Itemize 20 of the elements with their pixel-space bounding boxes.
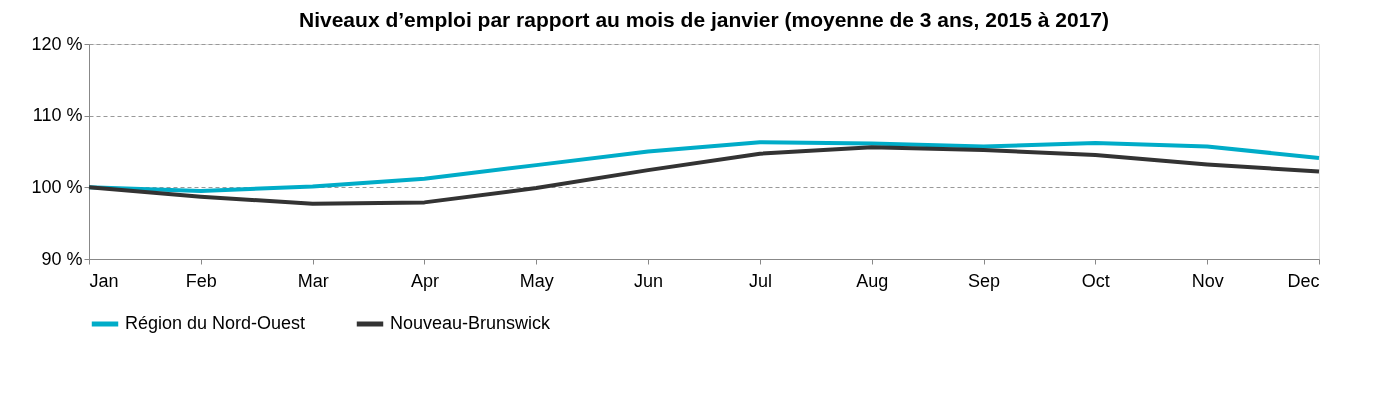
legend-label: Nouveau-Brunswick [390,313,552,333]
x-tick-label: Jun [634,270,664,291]
x-tick-label: Sep [968,270,1001,291]
y-tick-label: 110 % [32,105,83,126]
x-tick-label: Apr [410,270,439,291]
x-tick-label: Oct [1081,270,1110,291]
x-tick-label: Feb [185,270,217,291]
line-series [87,145,1321,206]
chart-title: Niveaux d’emploi par rapport au mois de janvier (moyenne de 3 ans, 2015 à 2017) [299,8,1109,31]
y-tick-label: 90 % [41,248,83,269]
legend-label: Région du Nord-Ouest [125,313,306,333]
x-tick-label: Jan [89,270,119,291]
x-tick-label: Mar [297,270,329,291]
x-tick-label: Dec [1287,270,1320,291]
x-tick-label: Nov [1191,270,1224,291]
y-tick-label: 100 % [31,176,83,197]
x-tick-label: May [519,270,554,291]
x-tick-label: Aug [856,270,889,291]
y-tick-label: 120 % [31,33,83,54]
x-tick-label: Jul [748,270,772,291]
